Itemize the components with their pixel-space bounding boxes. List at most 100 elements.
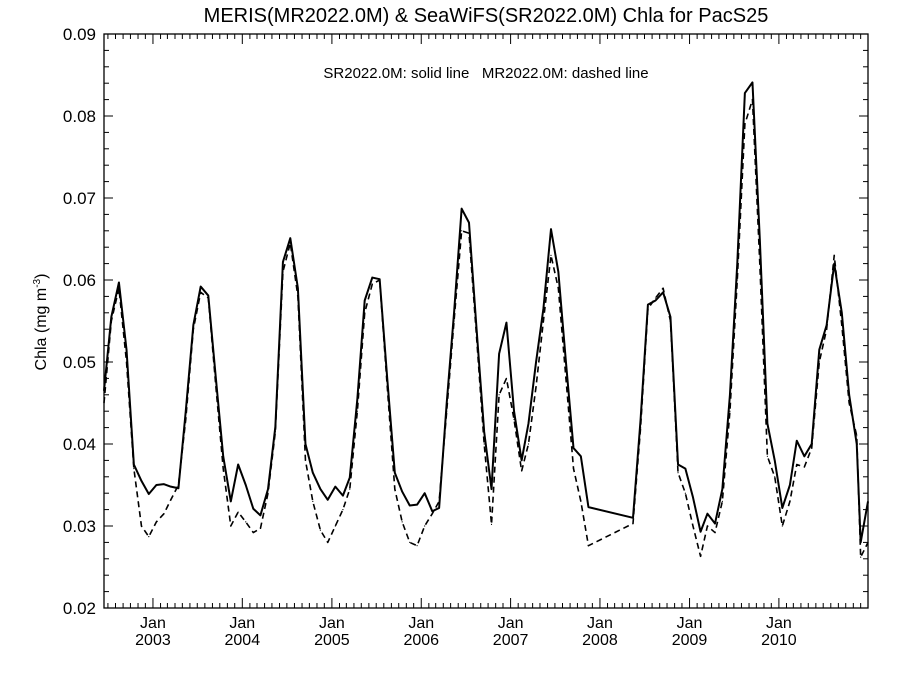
data-point xyxy=(867,541,869,544)
x-tick-month-label: Jan xyxy=(319,615,345,632)
data-point xyxy=(803,466,805,468)
y-tick-label: 0.04 xyxy=(63,435,96,454)
x-tick-month-label: Jan xyxy=(140,615,166,632)
data-point xyxy=(319,529,321,531)
data-point xyxy=(721,488,723,490)
y-tick-label: 0.02 xyxy=(63,599,96,618)
data-point xyxy=(833,254,835,256)
data-point xyxy=(565,377,567,379)
x-tick-year-label: 2003 xyxy=(135,632,171,649)
legend-note: SR2022.0M: solid line MR2022.0M: dashed … xyxy=(323,65,648,82)
data-point xyxy=(860,556,862,558)
data-point xyxy=(304,443,307,445)
data-point xyxy=(550,228,552,230)
data-point xyxy=(521,470,523,472)
data-point xyxy=(505,377,508,379)
x-tick-month-label: Jan xyxy=(408,615,434,632)
data-point xyxy=(759,263,761,265)
data-point xyxy=(677,472,679,474)
data-point xyxy=(684,468,686,470)
data-point xyxy=(424,525,426,527)
data-point xyxy=(416,545,418,547)
data-point xyxy=(140,525,143,527)
data-point xyxy=(818,349,820,351)
data-point xyxy=(304,459,307,461)
data-point xyxy=(297,287,299,289)
data-point xyxy=(215,386,217,388)
data-point xyxy=(811,447,813,449)
data-point xyxy=(542,320,545,322)
data-point xyxy=(490,523,493,525)
data-point xyxy=(632,517,634,519)
data-point xyxy=(677,463,679,466)
data-point xyxy=(446,410,448,412)
data-point xyxy=(856,435,858,437)
data-point xyxy=(379,279,381,281)
data-point xyxy=(401,490,403,493)
data-point xyxy=(572,447,575,449)
data-point xyxy=(155,484,157,486)
data-point xyxy=(498,353,500,355)
data-point xyxy=(714,531,716,534)
data-point xyxy=(230,500,232,502)
data-point xyxy=(170,499,172,501)
x-tick-year-label: 2006 xyxy=(403,632,439,649)
x-tick-year-label: 2004 xyxy=(225,632,261,649)
data-point xyxy=(140,480,143,482)
data-point xyxy=(282,271,284,273)
data-point xyxy=(461,208,463,210)
data-point xyxy=(118,281,120,284)
data-point xyxy=(639,427,642,429)
data-point xyxy=(535,361,537,363)
data-point xyxy=(297,295,299,297)
data-point xyxy=(789,500,791,502)
data-point xyxy=(125,361,128,363)
data-point xyxy=(684,492,686,494)
data-point xyxy=(818,361,820,363)
data-point xyxy=(364,299,366,302)
data-point xyxy=(766,422,768,425)
data-point xyxy=(841,312,843,314)
data-point xyxy=(110,316,112,318)
data-point xyxy=(110,320,112,322)
data-point xyxy=(289,237,291,239)
data-point xyxy=(237,511,239,513)
data-point xyxy=(580,455,582,457)
plot-area xyxy=(103,81,869,558)
y-axis-label: Chla (mg m-3) xyxy=(32,274,50,371)
data-point xyxy=(342,495,344,497)
data-point xyxy=(766,455,768,457)
data-point xyxy=(118,287,120,289)
data-point xyxy=(133,468,135,470)
data-point xyxy=(252,508,254,510)
data-point xyxy=(475,336,478,338)
series-points-mr2022-0m xyxy=(103,99,869,558)
data-point xyxy=(431,513,433,515)
data-point xyxy=(148,536,150,538)
data-point xyxy=(632,522,634,525)
data-point xyxy=(155,521,157,523)
data-point xyxy=(416,504,418,506)
data-point xyxy=(565,361,567,363)
x-tick-year-label: 2010 xyxy=(761,632,797,649)
data-point xyxy=(200,291,202,293)
data-point xyxy=(356,410,358,412)
x-tick-month-label: Jan xyxy=(677,615,703,632)
data-point xyxy=(394,488,396,490)
data-point xyxy=(781,507,783,509)
data-point xyxy=(706,513,709,515)
y-tick-label: 0.06 xyxy=(63,271,96,290)
data-point xyxy=(245,521,247,523)
data-point xyxy=(654,299,657,302)
data-point xyxy=(312,500,314,502)
data-point xyxy=(125,349,128,351)
data-point xyxy=(371,276,373,279)
x-tick-year-label: 2008 xyxy=(582,632,618,649)
data-point xyxy=(401,521,403,523)
data-point xyxy=(774,476,776,478)
data-point xyxy=(692,525,694,527)
data-point xyxy=(148,493,150,495)
data-point xyxy=(483,443,485,445)
data-point xyxy=(170,486,172,488)
